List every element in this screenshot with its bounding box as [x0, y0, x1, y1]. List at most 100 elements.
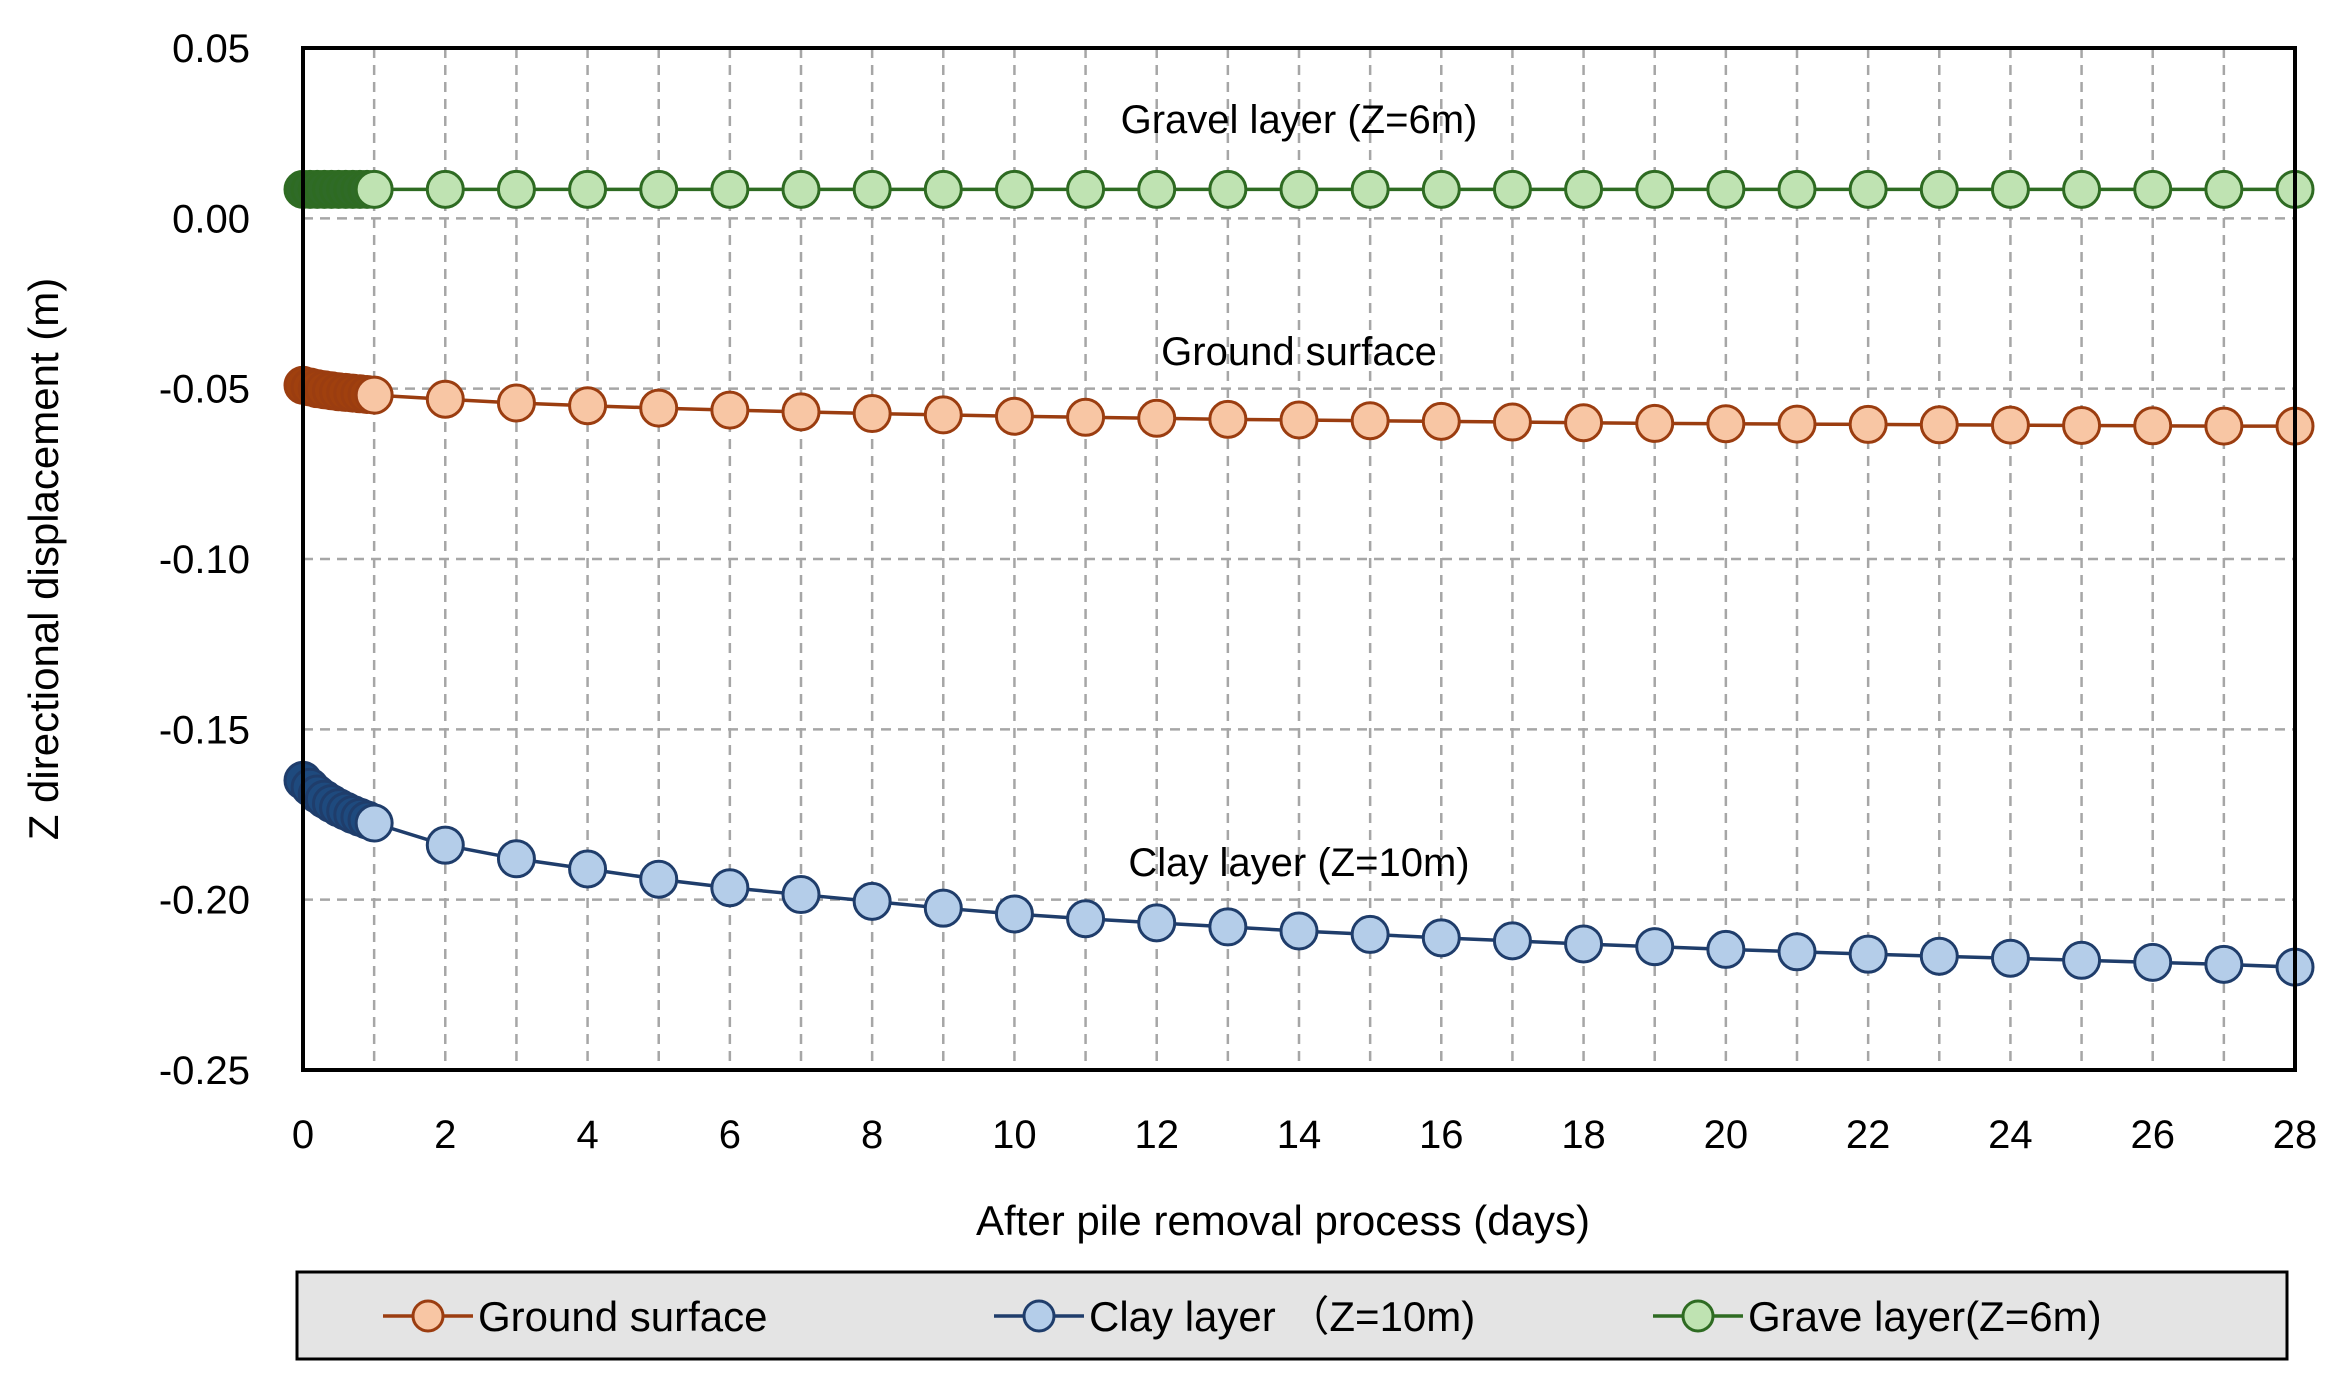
x-tick-label: 8: [861, 1113, 883, 1157]
y-tick-label: -0.20: [159, 879, 250, 923]
grid-lines: [303, 48, 2295, 1070]
x-tick-label: 16: [1419, 1113, 1464, 1157]
data-point: [1421, 169, 1461, 209]
data-point: [1279, 400, 1319, 440]
legend-marker: [1681, 1299, 1715, 1333]
data-point: [710, 868, 750, 908]
data-point: [1208, 169, 1248, 209]
data-point: [1706, 929, 1746, 969]
data-point: [781, 169, 821, 209]
data-point: [1137, 903, 1177, 943]
data-point: [1706, 169, 1746, 209]
x-tick-label: 12: [1134, 1113, 1179, 1157]
data-point: [496, 839, 536, 879]
data-point: [354, 803, 394, 843]
data-point: [1279, 911, 1319, 951]
legend-label: Clay layer （Z=10m): [1089, 1293, 1475, 1340]
data-point: [1066, 397, 1106, 437]
data-point: [1919, 936, 1959, 976]
x-tick-label: 28: [2273, 1113, 2318, 1157]
legend-items: Ground surface Clay layer （Z=10m) Grave la…: [383, 1293, 2102, 1340]
data-point: [1492, 169, 1532, 209]
data-point: [1635, 403, 1675, 443]
series-annotation: Gravel layer (Z=6m): [1121, 98, 1478, 142]
data-point: [496, 169, 536, 209]
x-tick-label: 26: [2130, 1113, 2175, 1157]
plot-frame: [301, 46, 2297, 1072]
y-tick-label: 0.00: [172, 197, 250, 241]
series-layer: [283, 169, 2315, 987]
data-point: [923, 888, 963, 928]
data-point: [923, 169, 963, 209]
legend: Ground surface Clay layer （Z=10m) Grave la…: [295, 1270, 2289, 1361]
data-point: [1564, 169, 1604, 209]
data-point: [1848, 169, 1888, 209]
legend-box: [295, 1270, 2289, 1361]
y-tick-label: -0.15: [159, 708, 250, 752]
data-point: [1635, 169, 1675, 209]
data-point: [1137, 398, 1177, 438]
data-point: [1208, 907, 1248, 947]
data-point: [425, 169, 465, 209]
legend-label: Ground surface: [478, 1293, 768, 1340]
data-point: [1137, 169, 1177, 209]
data-point: [1990, 405, 2030, 445]
data-point: [1990, 169, 2030, 209]
data-point: [852, 881, 892, 921]
data-point: [1350, 169, 1390, 209]
annotations: Gravel layer (Z=6m) Ground surface Clay la…: [1121, 98, 1478, 885]
data-point: [354, 375, 394, 415]
data-point: [425, 379, 465, 419]
data-point: [568, 849, 608, 889]
data-point: [1066, 899, 1106, 939]
data-point: [639, 388, 679, 428]
tick-labels: 0.050.00-0.05-0.10-0.15-0.20-0.250 2 4 6 8 10…: [159, 27, 2317, 1157]
data-point: [1066, 169, 1106, 209]
data-point: [2204, 406, 2244, 446]
data-point: [568, 169, 608, 209]
data-point: [1990, 938, 2030, 978]
data-point: [1492, 402, 1532, 442]
data-point: [1706, 404, 1746, 444]
data-point: [1777, 404, 1817, 444]
data-point: [1919, 405, 1959, 445]
series-annotation: Ground surface: [1161, 330, 1437, 374]
data-point: [1564, 924, 1604, 964]
y-axis-title: Z directional displacement (m): [20, 278, 67, 841]
data-point: [2204, 944, 2244, 984]
data-point: [1919, 169, 1959, 209]
x-tick-label: 14: [1277, 1113, 1322, 1157]
series: [283, 365, 2315, 446]
series: [283, 169, 2315, 209]
data-point: [1350, 401, 1390, 441]
x-tick-label: 0: [292, 1113, 314, 1157]
x-tick-label: 10: [992, 1113, 1037, 1157]
series-annotation: Clay layer (Z=10m): [1128, 841, 1469, 885]
data-point: [1635, 927, 1675, 967]
x-tick-label: 18: [1561, 1113, 1606, 1157]
data-point: [2133, 406, 2173, 446]
data-point: [710, 390, 750, 430]
data-point: [1564, 403, 1604, 443]
y-tick-label: -0.10: [159, 538, 250, 582]
x-tick-label: 2: [434, 1113, 456, 1157]
data-point: [639, 169, 679, 209]
data-point: [1848, 934, 1888, 974]
data-point: [425, 825, 465, 865]
data-point: [994, 894, 1034, 934]
legend-marker: [1022, 1299, 1056, 1333]
legend-label: Grave layer(Z=6m): [1748, 1293, 2102, 1340]
x-tick-label: 4: [576, 1113, 598, 1157]
x-tick-label: 20: [1704, 1113, 1749, 1157]
data-point: [2133, 169, 2173, 209]
x-tick-label: 22: [1846, 1113, 1891, 1157]
y-tick-label: -0.25: [159, 1049, 250, 1093]
data-point: [2204, 169, 2244, 209]
data-point: [781, 392, 821, 432]
data-point: [1421, 401, 1461, 441]
y-tick-label: 0.05: [172, 27, 250, 71]
data-point: [568, 386, 608, 426]
data-point: [1421, 918, 1461, 958]
data-point: [2133, 942, 2173, 982]
